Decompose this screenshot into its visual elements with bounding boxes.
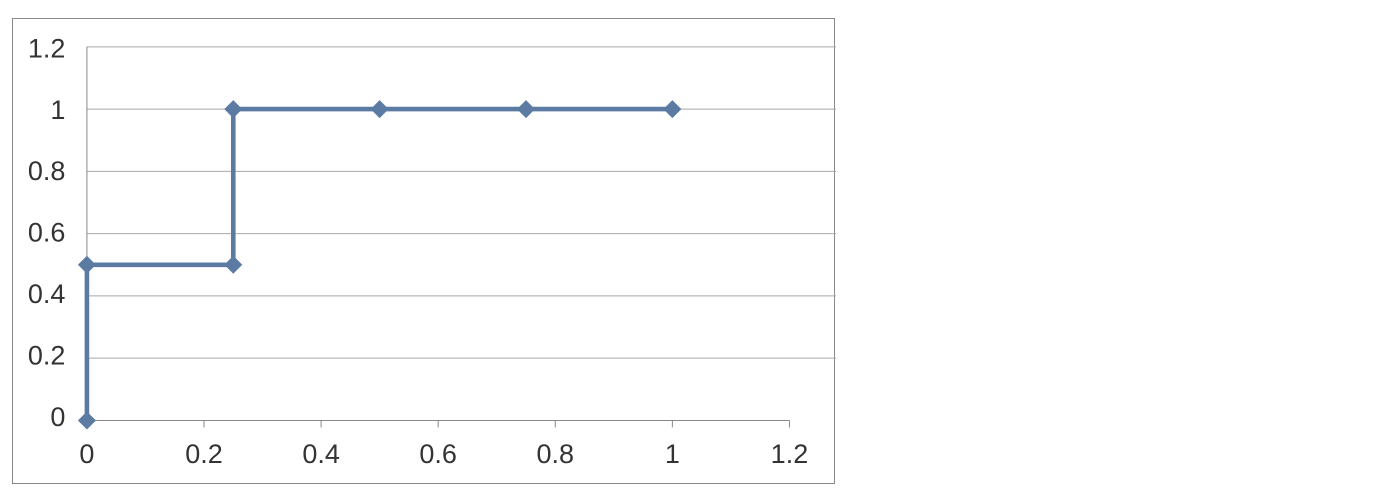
svg-text:0.6: 0.6 bbox=[28, 218, 66, 248]
svg-text:0.4: 0.4 bbox=[302, 439, 340, 469]
svg-text:0.6: 0.6 bbox=[419, 439, 457, 469]
svg-text:1.2: 1.2 bbox=[771, 439, 809, 469]
svg-text:1: 1 bbox=[50, 95, 65, 125]
svg-text:0.2: 0.2 bbox=[28, 340, 66, 370]
svg-text:0.8: 0.8 bbox=[537, 439, 575, 469]
svg-text:0: 0 bbox=[79, 439, 94, 469]
svg-text:0.8: 0.8 bbox=[28, 156, 66, 186]
svg-text:0: 0 bbox=[50, 402, 65, 432]
svg-text:0.4: 0.4 bbox=[28, 279, 66, 309]
svg-text:1.2: 1.2 bbox=[28, 33, 66, 63]
svg-text:1: 1 bbox=[665, 439, 680, 469]
svg-text:0.2: 0.2 bbox=[185, 439, 223, 469]
